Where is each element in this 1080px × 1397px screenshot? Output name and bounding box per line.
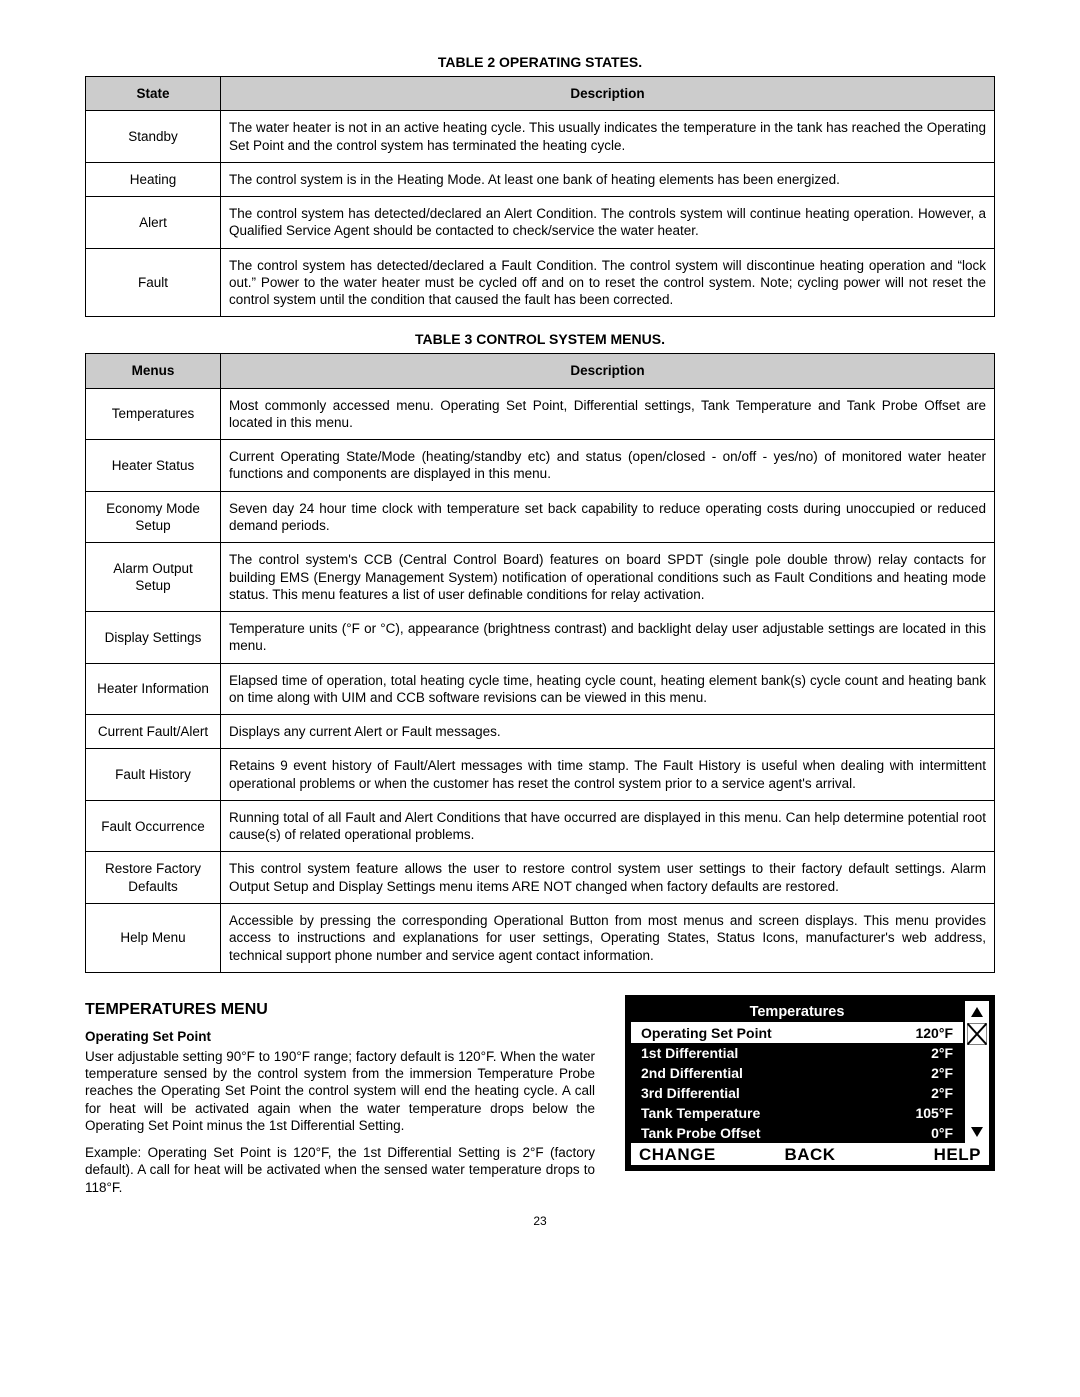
state-cell: Fault: [86, 248, 221, 317]
lcd-row-label: Operating Set Point: [641, 1025, 772, 1041]
description-cell: The control system is in the Heating Mod…: [221, 162, 995, 196]
lcd-row[interactable]: Tank Probe Offset 0°F: [631, 1123, 963, 1143]
lcd-row-label: Tank Probe Offset: [641, 1125, 761, 1141]
lcd-row[interactable]: 1st Differential 2°F: [631, 1043, 963, 1063]
menu-cell: Temperatures: [86, 388, 221, 440]
lcd-row-label: 3rd Differential: [641, 1085, 740, 1101]
table-row: Help MenuAccessible by pressing the corr…: [86, 903, 995, 972]
menu-cell: Fault Occurrence: [86, 800, 221, 852]
menu-cell: Current Fault/Alert: [86, 715, 221, 749]
lcd-row[interactable]: Operating Set Point 120°F: [631, 1023, 963, 1043]
menu-cell: Display Settings: [86, 612, 221, 664]
menu-cell: Help Menu: [86, 903, 221, 972]
table-row: TemperaturesMost commonly accessed menu.…: [86, 388, 995, 440]
temperatures-menu-heading: TEMPERATURES MENU: [85, 1001, 595, 1019]
lcd-row-value: 0°F: [931, 1125, 953, 1141]
lcd-row-value: 105°F: [915, 1105, 953, 1121]
table-row: StandbyThe water heater is not in an act…: [86, 111, 995, 163]
table-row: Economy Mode SetupSeven day 24 hour time…: [86, 491, 995, 543]
description-cell: Retains 9 event history of Fault/Alert m…: [221, 749, 995, 801]
menu-cell: Alarm Output Setup: [86, 543, 221, 612]
menu-cell: Economy Mode Setup: [86, 491, 221, 543]
table-row: Heater InformationElapsed time of operat…: [86, 663, 995, 715]
description-cell: The control system's CCB (Central Contro…: [221, 543, 995, 612]
table3-col1-header: Menus: [86, 354, 221, 388]
table-row: Current Fault/AlertDisplays any current …: [86, 715, 995, 749]
lcd-row-value: 2°F: [931, 1045, 953, 1061]
state-cell: Standby: [86, 111, 221, 163]
lcd-row[interactable]: 3rd Differential 2°F: [631, 1083, 963, 1103]
lcd-row-value: 120°F: [915, 1025, 953, 1041]
lcd-help-button[interactable]: HELP: [867, 1143, 989, 1165]
description-cell: Most commonly accessed menu. Operating S…: [221, 388, 995, 440]
menu-cell: Heater Information: [86, 663, 221, 715]
description-cell: Running total of all Fault and Alert Con…: [221, 800, 995, 852]
table2-col1-header: State: [86, 77, 221, 111]
description-cell: Temperature units (°F or °C), appearance…: [221, 612, 995, 664]
description-cell: Accessible by pressing the corresponding…: [221, 903, 995, 972]
lcd-row-label: 2nd Differential: [641, 1065, 743, 1081]
table2-operating-states: State Description StandbyThe water heate…: [85, 76, 995, 317]
scroll-thumb[interactable]: [967, 1023, 987, 1045]
table2-title: TABLE 2 OPERATING STATES.: [85, 54, 995, 70]
lcd-row[interactable]: Tank Temperature 105°F: [631, 1103, 963, 1123]
description-cell: Displays any current Alert or Fault mess…: [221, 715, 995, 749]
lcd-scrollbar[interactable]: [963, 1001, 989, 1143]
table-row: Fault HistoryRetains 9 event history of …: [86, 749, 995, 801]
operating-set-point-subheading: Operating Set Point: [85, 1029, 595, 1044]
table-row: AlertThe control system has detected/dec…: [86, 197, 995, 249]
lcd-row[interactable]: 2nd Differential 2°F: [631, 1063, 963, 1083]
description-cell: This control system feature allows the u…: [221, 852, 995, 904]
table-row: Restore Factory DefaultsThis control sys…: [86, 852, 995, 904]
menu-cell: Restore Factory Defaults: [86, 852, 221, 904]
menu-cell: Fault History: [86, 749, 221, 801]
table3-control-system-menus: Menus Description TemperaturesMost commo…: [85, 353, 995, 972]
table3-title: TABLE 3 CONTROL SYSTEM MENUS.: [85, 331, 995, 347]
description-cell: Seven day 24 hour time clock with temper…: [221, 491, 995, 543]
description-cell: Elapsed time of operation, total heating…: [221, 663, 995, 715]
state-cell: Heating: [86, 162, 221, 196]
lcd-change-button[interactable]: CHANGE: [631, 1143, 753, 1165]
lcd-footer: CHANGE BACK HELP: [631, 1143, 989, 1165]
table-row: Fault OccurrenceRunning total of all Fau…: [86, 800, 995, 852]
table-row: Heater StatusCurrent Operating State/Mod…: [86, 440, 995, 492]
description-cell: Current Operating State/Mode (heating/st…: [221, 440, 995, 492]
table-row: Display SettingsTemperature units (°F or…: [86, 612, 995, 664]
scroll-track[interactable]: [965, 1023, 989, 1121]
operating-set-point-paragraph-2: Example: Operating Set Point is 120°F, t…: [85, 1144, 595, 1196]
scroll-up-icon[interactable]: [965, 1001, 989, 1023]
menu-cell: Heater Status: [86, 440, 221, 492]
table-row: Alarm Output SetupThe control system's C…: [86, 543, 995, 612]
table3-col2-header: Description: [221, 354, 995, 388]
lcd-row-label: Tank Temperature: [641, 1105, 760, 1121]
description-cell: The water heater is not in an active hea…: [221, 111, 995, 163]
lcd-row-label: 1st Differential: [641, 1045, 738, 1061]
lcd-back-button[interactable]: BACK: [753, 1143, 867, 1165]
table-row: HeatingThe control system is in the Heat…: [86, 162, 995, 196]
description-cell: The control system has detected/declared…: [221, 197, 995, 249]
lcd-title: Temperatures: [631, 1001, 963, 1023]
lcd-row-value: 2°F: [931, 1065, 953, 1081]
operating-set-point-paragraph-1: User adjustable setting 90°F to 190°F ra…: [85, 1048, 595, 1134]
description-cell: The control system has detected/declared…: [221, 248, 995, 317]
page-number: 23: [85, 1214, 995, 1228]
lcd-row-value: 2°F: [931, 1085, 953, 1101]
table-row: FaultThe control system has detected/dec…: [86, 248, 995, 317]
scroll-down-icon[interactable]: [965, 1121, 989, 1143]
state-cell: Alert: [86, 197, 221, 249]
temperatures-lcd-panel: Temperatures Operating Set Point 120°F 1st…: [625, 995, 995, 1171]
table2-col2-header: Description: [221, 77, 995, 111]
